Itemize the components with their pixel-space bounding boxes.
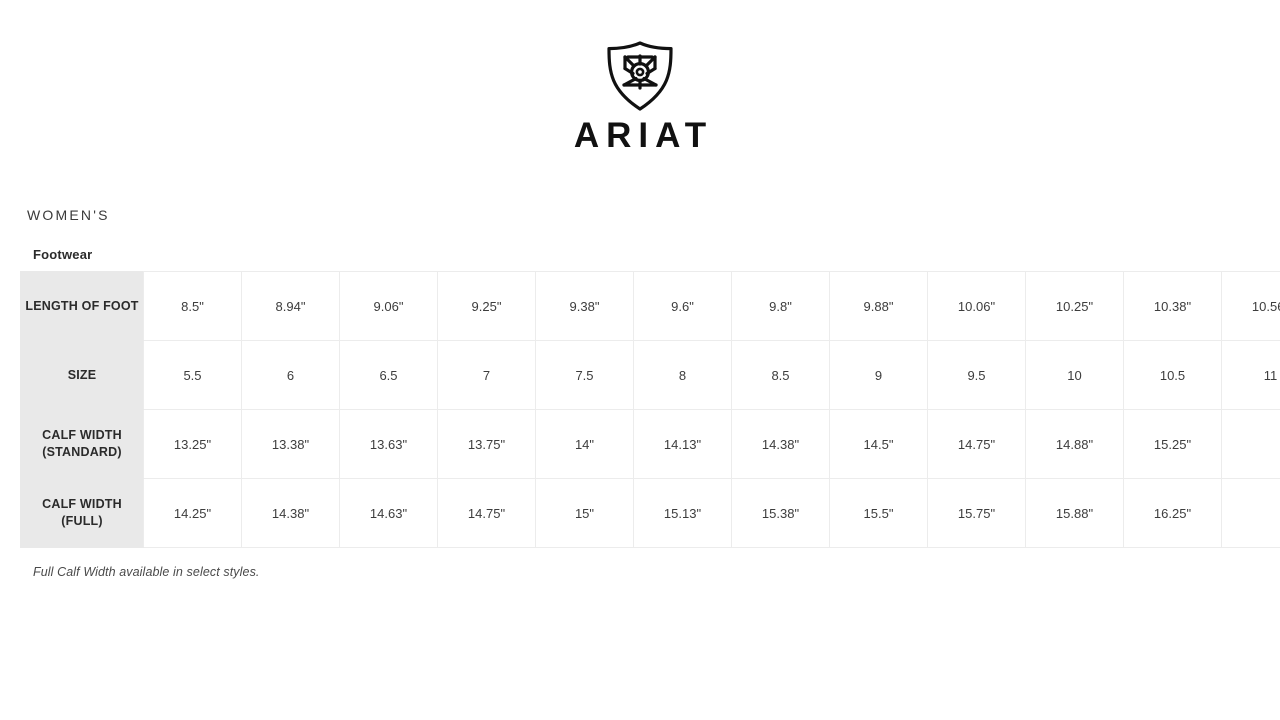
- cell-size-6: 8: [633, 340, 732, 410]
- cell-size-12: 11: [1221, 340, 1280, 410]
- cell-calf-full-8: 15.5": [829, 478, 928, 548]
- cell-length-of-foot-8: 9.88": [829, 271, 928, 341]
- cell-calf-standard-9: 14.75": [927, 409, 1026, 479]
- cell-size-11: 10.5: [1123, 340, 1222, 410]
- cell-calf-full-7: 15.38": [731, 478, 830, 548]
- cell-length-of-foot-10: 10.25": [1025, 271, 1124, 341]
- cell-size-1: 5.5: [143, 340, 242, 410]
- cell-size-7: 8.5: [731, 340, 830, 410]
- cell-size-3: 6.5: [339, 340, 438, 410]
- cell-calf-standard-10: 14.88": [1025, 409, 1124, 479]
- footnote: Full Calf Width available in select styl…: [33, 565, 260, 579]
- cell-length-of-foot-4: 9.25": [437, 271, 536, 341]
- cell-calf-full-9: 15.75": [927, 478, 1026, 548]
- cell-calf-standard-5: 14": [535, 409, 634, 479]
- cell-calf-full-4: 14.75": [437, 478, 536, 548]
- cell-length-of-foot-1: 8.5": [143, 271, 242, 341]
- cell-calf-full-10: 15.88": [1025, 478, 1124, 548]
- cell-calf-full-6: 15.13": [633, 478, 732, 548]
- row-header-size: SIZE: [20, 340, 144, 410]
- row-header-length-of-foot: LENGTH OF FOOT: [20, 271, 144, 341]
- cell-calf-full-12: [1221, 478, 1280, 548]
- brand-wordmark: ARIAT: [573, 116, 714, 155]
- cell-calf-full-2: 14.38": [241, 478, 340, 548]
- table-row: CALF WIDTH (FULL) 14.25" 14.38" 14.63" 1…: [20, 478, 1280, 548]
- cell-length-of-foot-6: 9.6": [633, 271, 732, 341]
- cell-size-9: 9.5: [927, 340, 1026, 410]
- cell-calf-standard-7: 14.38": [731, 409, 830, 479]
- cell-length-of-foot-7: 9.8": [731, 271, 830, 341]
- cell-size-4: 7: [437, 340, 536, 410]
- cell-calf-standard-2: 13.38": [241, 409, 340, 479]
- brand-header: ARIAT: [0, 40, 1280, 153]
- page-title: WOMEN'S: [27, 207, 110, 223]
- size-chart-table: LENGTH OF FOOT 8.5" 8.94" 9.06" 9.25" 9.…: [20, 271, 1280, 548]
- table-row: SIZE 5.5 6 6.5 7 7.5 8 8.5 9 9.5 10 10.5…: [20, 340, 1280, 410]
- cell-calf-standard-1: 13.25": [143, 409, 242, 479]
- row-header-calf-width-standard: CALF WIDTH (STANDARD): [20, 409, 144, 479]
- table-row: LENGTH OF FOOT 8.5" 8.94" 9.06" 9.25" 9.…: [20, 271, 1280, 341]
- cell-length-of-foot-5: 9.38": [535, 271, 634, 341]
- cell-calf-standard-8: 14.5": [829, 409, 928, 479]
- cell-calf-standard-6: 14.13": [633, 409, 732, 479]
- cell-size-8: 9: [829, 340, 928, 410]
- table-row: CALF WIDTH (STANDARD) 13.25" 13.38" 13.6…: [20, 409, 1280, 479]
- cell-calf-full-5: 15": [535, 478, 634, 548]
- cell-calf-full-11: 16.25": [1123, 478, 1222, 548]
- cell-calf-standard-3: 13.63": [339, 409, 438, 479]
- cell-calf-standard-12: [1221, 409, 1280, 479]
- cell-calf-standard-4: 13.75": [437, 409, 536, 479]
- cell-length-of-foot-12: 10.56": [1221, 271, 1280, 341]
- cell-length-of-foot-9: 10.06": [927, 271, 1026, 341]
- cell-size-10: 10: [1025, 340, 1124, 410]
- subsection-title: Footwear: [33, 247, 93, 262]
- row-header-calf-width-full: CALF WIDTH (FULL): [20, 478, 144, 548]
- cell-calf-full-1: 14.25": [143, 478, 242, 548]
- size-chart-container: LENGTH OF FOOT 8.5" 8.94" 9.06" 9.25" 9.…: [20, 271, 1280, 548]
- cell-length-of-foot-3: 9.06": [339, 271, 438, 341]
- cell-length-of-foot-2: 8.94": [241, 271, 340, 341]
- cell-calf-full-3: 14.63": [339, 478, 438, 548]
- ariat-shield-logo-icon: [603, 40, 677, 112]
- cell-length-of-foot-11: 10.38": [1123, 271, 1222, 341]
- cell-size-5: 7.5: [535, 340, 634, 410]
- cell-size-2: 6: [241, 340, 340, 410]
- cell-calf-standard-11: 15.25": [1123, 409, 1222, 479]
- size-chart-body: LENGTH OF FOOT 8.5" 8.94" 9.06" 9.25" 9.…: [20, 271, 1280, 548]
